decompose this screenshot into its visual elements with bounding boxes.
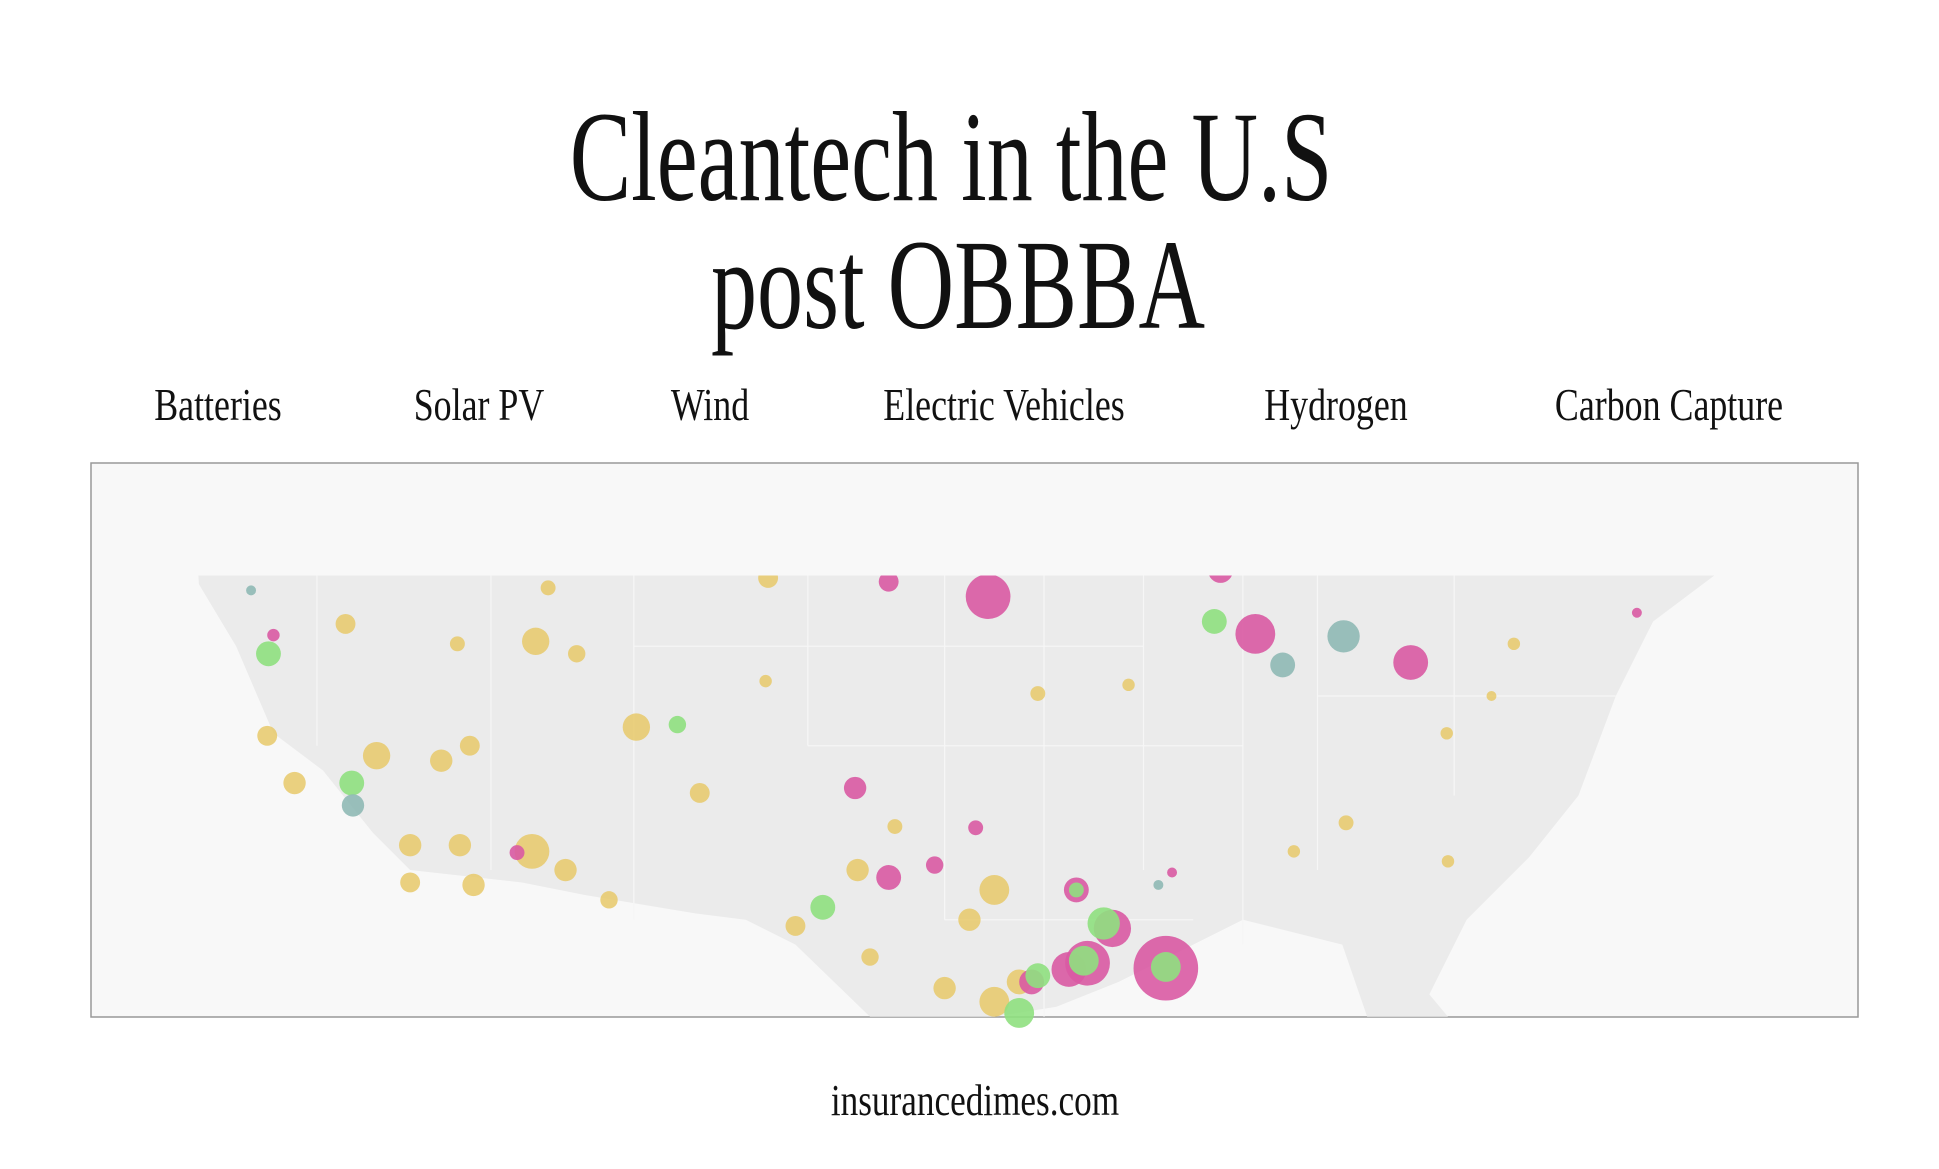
tab[interactable]: Hydrogen bbox=[1264, 379, 1407, 430]
project-bubble bbox=[568, 645, 586, 663]
project-bubble bbox=[861, 948, 879, 966]
project-bubble bbox=[689, 783, 710, 803]
tab[interactable]: Electric Vehicles bbox=[883, 379, 1124, 430]
tab[interactable]: Solar PV bbox=[414, 379, 545, 430]
project-bubble bbox=[509, 845, 525, 861]
project-bubble bbox=[887, 819, 903, 834]
project-bubble bbox=[341, 794, 365, 817]
project-bubble bbox=[1209, 575, 1232, 583]
project-bubble bbox=[540, 580, 556, 596]
project-bubble bbox=[257, 725, 278, 746]
tab[interactable]: Carbon Capture bbox=[1555, 379, 1783, 430]
land bbox=[198, 575, 1715, 1017]
project-bubble bbox=[1486, 691, 1497, 701]
project-bubble bbox=[448, 833, 472, 857]
tab[interactable]: Batteries bbox=[154, 379, 282, 430]
project-bubble bbox=[1440, 727, 1453, 740]
project-bubble bbox=[979, 986, 1010, 1017]
project-bubble bbox=[256, 641, 281, 667]
project-bubble bbox=[1068, 945, 1099, 976]
project-bubble bbox=[846, 858, 869, 882]
project-bubble bbox=[758, 575, 779, 588]
bubbles bbox=[246, 575, 1642, 1028]
project-bubble bbox=[925, 856, 944, 874]
project-bubble bbox=[1150, 952, 1181, 982]
project-bubble bbox=[283, 771, 306, 795]
project-bubble bbox=[1153, 879, 1164, 890]
project-bubble bbox=[958, 908, 981, 931]
map bbox=[90, 462, 1859, 1028]
project-bubble bbox=[1167, 867, 1178, 878]
project-bubble bbox=[810, 894, 836, 920]
project-bubble bbox=[1287, 845, 1301, 858]
header: Cleantech in the U.S post OBBBA bbox=[570, 88, 1333, 357]
project-bubble bbox=[1270, 652, 1296, 678]
project-bubble bbox=[1327, 620, 1360, 653]
project-bubble bbox=[459, 735, 480, 756]
project-bubble bbox=[965, 575, 1011, 619]
project-bubble bbox=[1507, 637, 1521, 651]
project-bubble bbox=[1025, 963, 1051, 989]
map-layer bbox=[198, 575, 1715, 1028]
project-bubble bbox=[933, 976, 956, 1000]
project-bubble bbox=[514, 833, 550, 869]
project-bubble bbox=[759, 674, 772, 688]
project-bubble bbox=[1235, 613, 1276, 654]
project-bubble bbox=[1631, 607, 1642, 618]
project-bubble bbox=[400, 872, 421, 893]
project-bubble bbox=[522, 627, 550, 656]
project-bubble bbox=[600, 891, 618, 909]
project-bubble bbox=[876, 865, 902, 890]
project-bubble bbox=[843, 776, 867, 800]
project-bubble bbox=[398, 833, 422, 857]
project-bubble bbox=[267, 628, 280, 642]
project-bubble bbox=[668, 715, 687, 734]
project-bubble bbox=[554, 858, 577, 882]
project-bubble bbox=[430, 749, 453, 772]
project-bubble bbox=[246, 585, 257, 596]
project-bubble bbox=[335, 613, 356, 634]
title-line: Cleantech in the U.S bbox=[570, 88, 1333, 229]
tabs: Batteries Solar PV Wind Electric Vehicle… bbox=[154, 379, 1783, 430]
footer-site: insurancedimes.com bbox=[831, 1075, 1119, 1125]
project-bubble bbox=[362, 742, 391, 770]
project-bubble bbox=[1338, 815, 1354, 831]
project-bubble bbox=[785, 916, 806, 936]
project-bubble bbox=[968, 820, 984, 836]
project-bubble bbox=[622, 713, 651, 741]
project-bubble bbox=[339, 770, 365, 796]
project-bubble bbox=[1122, 678, 1135, 692]
project-bubble bbox=[1087, 907, 1120, 940]
project-bubble bbox=[1068, 882, 1084, 898]
project-bubble bbox=[878, 575, 899, 592]
project-bubble bbox=[1030, 686, 1046, 701]
state-lines bbox=[316, 575, 1616, 1017]
project-bubble bbox=[1393, 645, 1429, 680]
project-bubble bbox=[1004, 998, 1035, 1028]
title-line: post OBBBA bbox=[711, 216, 1205, 357]
project-bubble bbox=[1441, 855, 1455, 868]
project-bubble bbox=[462, 873, 485, 897]
project-bubble bbox=[1201, 609, 1227, 634]
project-bubble bbox=[979, 875, 1010, 905]
project-bubble bbox=[449, 636, 465, 652]
tab[interactable]: Wind bbox=[671, 379, 750, 430]
